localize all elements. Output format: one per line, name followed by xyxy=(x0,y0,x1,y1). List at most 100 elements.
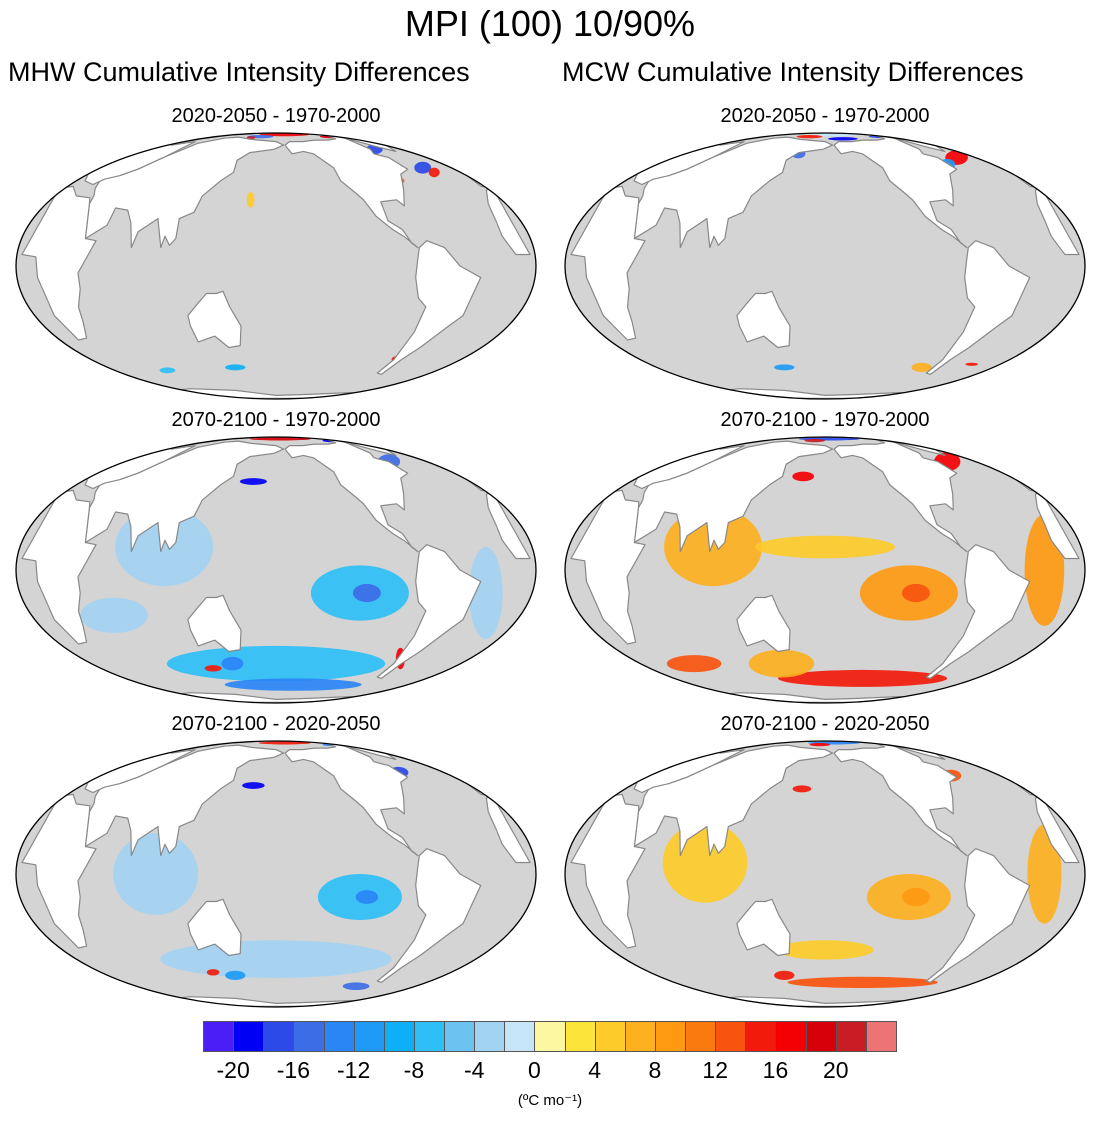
map-panel-mhw-late-vs-mid: 2070-2100 - 2020-2050 xyxy=(12,712,540,1008)
land-samerica xyxy=(376,544,482,679)
anomaly-patch xyxy=(662,822,748,903)
anomaly-patch xyxy=(166,645,386,682)
land-namerica xyxy=(833,438,968,553)
anomaly-patch xyxy=(469,547,503,639)
land-asia xyxy=(84,440,285,553)
panel-title: 2020-2050 - 1970-2000 xyxy=(720,105,930,127)
land-australia xyxy=(736,594,791,653)
anomaly-patch xyxy=(204,665,222,672)
map-border xyxy=(15,740,537,1008)
colorbar-tick-label: 8 xyxy=(648,1057,662,1083)
column-title-mcw: MCW Cumulative Intensity Differences xyxy=(562,57,1024,87)
colorbar-swatch xyxy=(624,1021,656,1052)
map-border xyxy=(564,132,1086,400)
map-panel-mcw-2020-2050: 2020-2050 - 1970-2000 xyxy=(561,104,1089,400)
colorbar-tick-label: 20 xyxy=(822,1057,849,1083)
panel-title: 2020-2050 - 1970-2000 xyxy=(171,105,381,127)
anomaly-patch xyxy=(160,940,392,978)
land-australia xyxy=(187,594,242,653)
land-africa xyxy=(21,185,97,341)
anomaly-patch xyxy=(414,161,432,174)
column-title-mhw: MHW Cumulative Intensity Differences xyxy=(8,57,470,87)
anomaly-patch xyxy=(342,982,370,990)
anomaly-patch xyxy=(249,437,311,441)
colorbar-tick-label: -4 xyxy=(463,1057,485,1083)
colorbar-swatch xyxy=(323,1021,355,1052)
colorbar-tick-label: 12 xyxy=(702,1057,728,1083)
land-africa-west xyxy=(485,187,531,256)
colorbar-tick-label: -16 xyxy=(276,1057,311,1083)
land-africa xyxy=(21,489,97,645)
anomaly-patch xyxy=(792,471,815,482)
anomaly-patch xyxy=(792,785,812,793)
anomaly-patch xyxy=(755,535,895,559)
anomaly-patch xyxy=(159,367,176,374)
panel-title: 2070-2100 - 2020-2050 xyxy=(171,713,381,735)
colorbar-swatch xyxy=(263,1021,295,1052)
map-panel-mcw-2070-2100: 2070-2100 - 1970-2000 xyxy=(561,408,1089,704)
panel-title: 2070-2100 - 1970-2000 xyxy=(171,409,381,431)
anomaly-patch xyxy=(225,970,246,980)
anomaly-patch xyxy=(828,137,858,141)
anomaly-patch xyxy=(901,583,930,603)
land-africa xyxy=(570,489,646,645)
land-africa-west xyxy=(485,795,531,864)
colorbar-swatch xyxy=(775,1021,807,1052)
colorbar-swatch xyxy=(504,1021,536,1052)
land-africa-west xyxy=(1034,187,1080,256)
map-panel-mhw-2020-2050: 2020-2050 - 1970-2000 xyxy=(12,104,540,400)
anomaly-patch xyxy=(428,167,440,178)
map-panel-mcw-late-vs-mid: 2070-2100 - 2020-2050 xyxy=(561,712,1089,1008)
colorbar-swatch xyxy=(383,1021,415,1052)
anomaly-patch xyxy=(352,583,381,603)
anomaly-patch xyxy=(221,656,244,671)
colorbar-tick-label: 4 xyxy=(588,1057,602,1083)
land-australia xyxy=(736,290,791,349)
colorbar-tick-label: 0 xyxy=(528,1057,541,1083)
colorbar-swatch xyxy=(685,1021,717,1052)
land-samerica xyxy=(376,848,482,983)
anomaly-patch xyxy=(355,890,379,904)
anomaly-patch xyxy=(778,669,948,687)
anomaly-patch xyxy=(246,192,255,208)
colorbar-tick-label: -12 xyxy=(337,1057,371,1083)
colorbar-swatch xyxy=(715,1021,747,1052)
colorbar-swatch xyxy=(594,1021,626,1052)
anomaly-patch xyxy=(242,782,265,789)
land-africa xyxy=(21,793,97,949)
land-australia xyxy=(187,898,242,957)
map-content xyxy=(16,437,536,703)
map-content xyxy=(565,741,1085,1007)
colorbar-unit-label: (ºC mo⁻¹) xyxy=(517,1092,583,1109)
anomaly-patch xyxy=(965,362,978,366)
colorbar-tick-label: -8 xyxy=(403,1057,425,1083)
panel-title: 2070-2100 - 2020-2050 xyxy=(720,713,930,735)
colorbar-swatch xyxy=(293,1021,325,1052)
colorbar-swatch xyxy=(805,1021,837,1052)
anomaly-patch xyxy=(809,743,831,747)
world-map xyxy=(15,436,537,704)
map-border xyxy=(15,436,537,704)
land-asia xyxy=(633,744,834,857)
colorbar-swatch xyxy=(474,1021,506,1052)
anomaly-patch xyxy=(80,597,148,633)
colorbar-swatch xyxy=(654,1021,687,1052)
anomaly-patch xyxy=(258,741,311,745)
colorbar-swatch xyxy=(835,1021,867,1052)
colorbar-swatch xyxy=(413,1021,446,1052)
land-namerica xyxy=(284,438,419,553)
land-namerica xyxy=(833,742,968,857)
land-samerica xyxy=(376,240,482,375)
colorbar-swatch xyxy=(564,1021,596,1052)
map-content xyxy=(565,437,1085,703)
anomaly-patch xyxy=(239,478,267,485)
colorbar-swatch xyxy=(865,1021,897,1052)
panel-title: 2070-2100 - 1970-2000 xyxy=(720,409,930,431)
map-border xyxy=(564,436,1086,704)
map-content xyxy=(565,133,1085,399)
land-samerica xyxy=(925,544,1031,679)
anomaly-patch xyxy=(809,133,858,137)
map-content xyxy=(16,741,536,1007)
world-map xyxy=(564,132,1086,400)
colorbar-swatch xyxy=(444,1021,476,1052)
